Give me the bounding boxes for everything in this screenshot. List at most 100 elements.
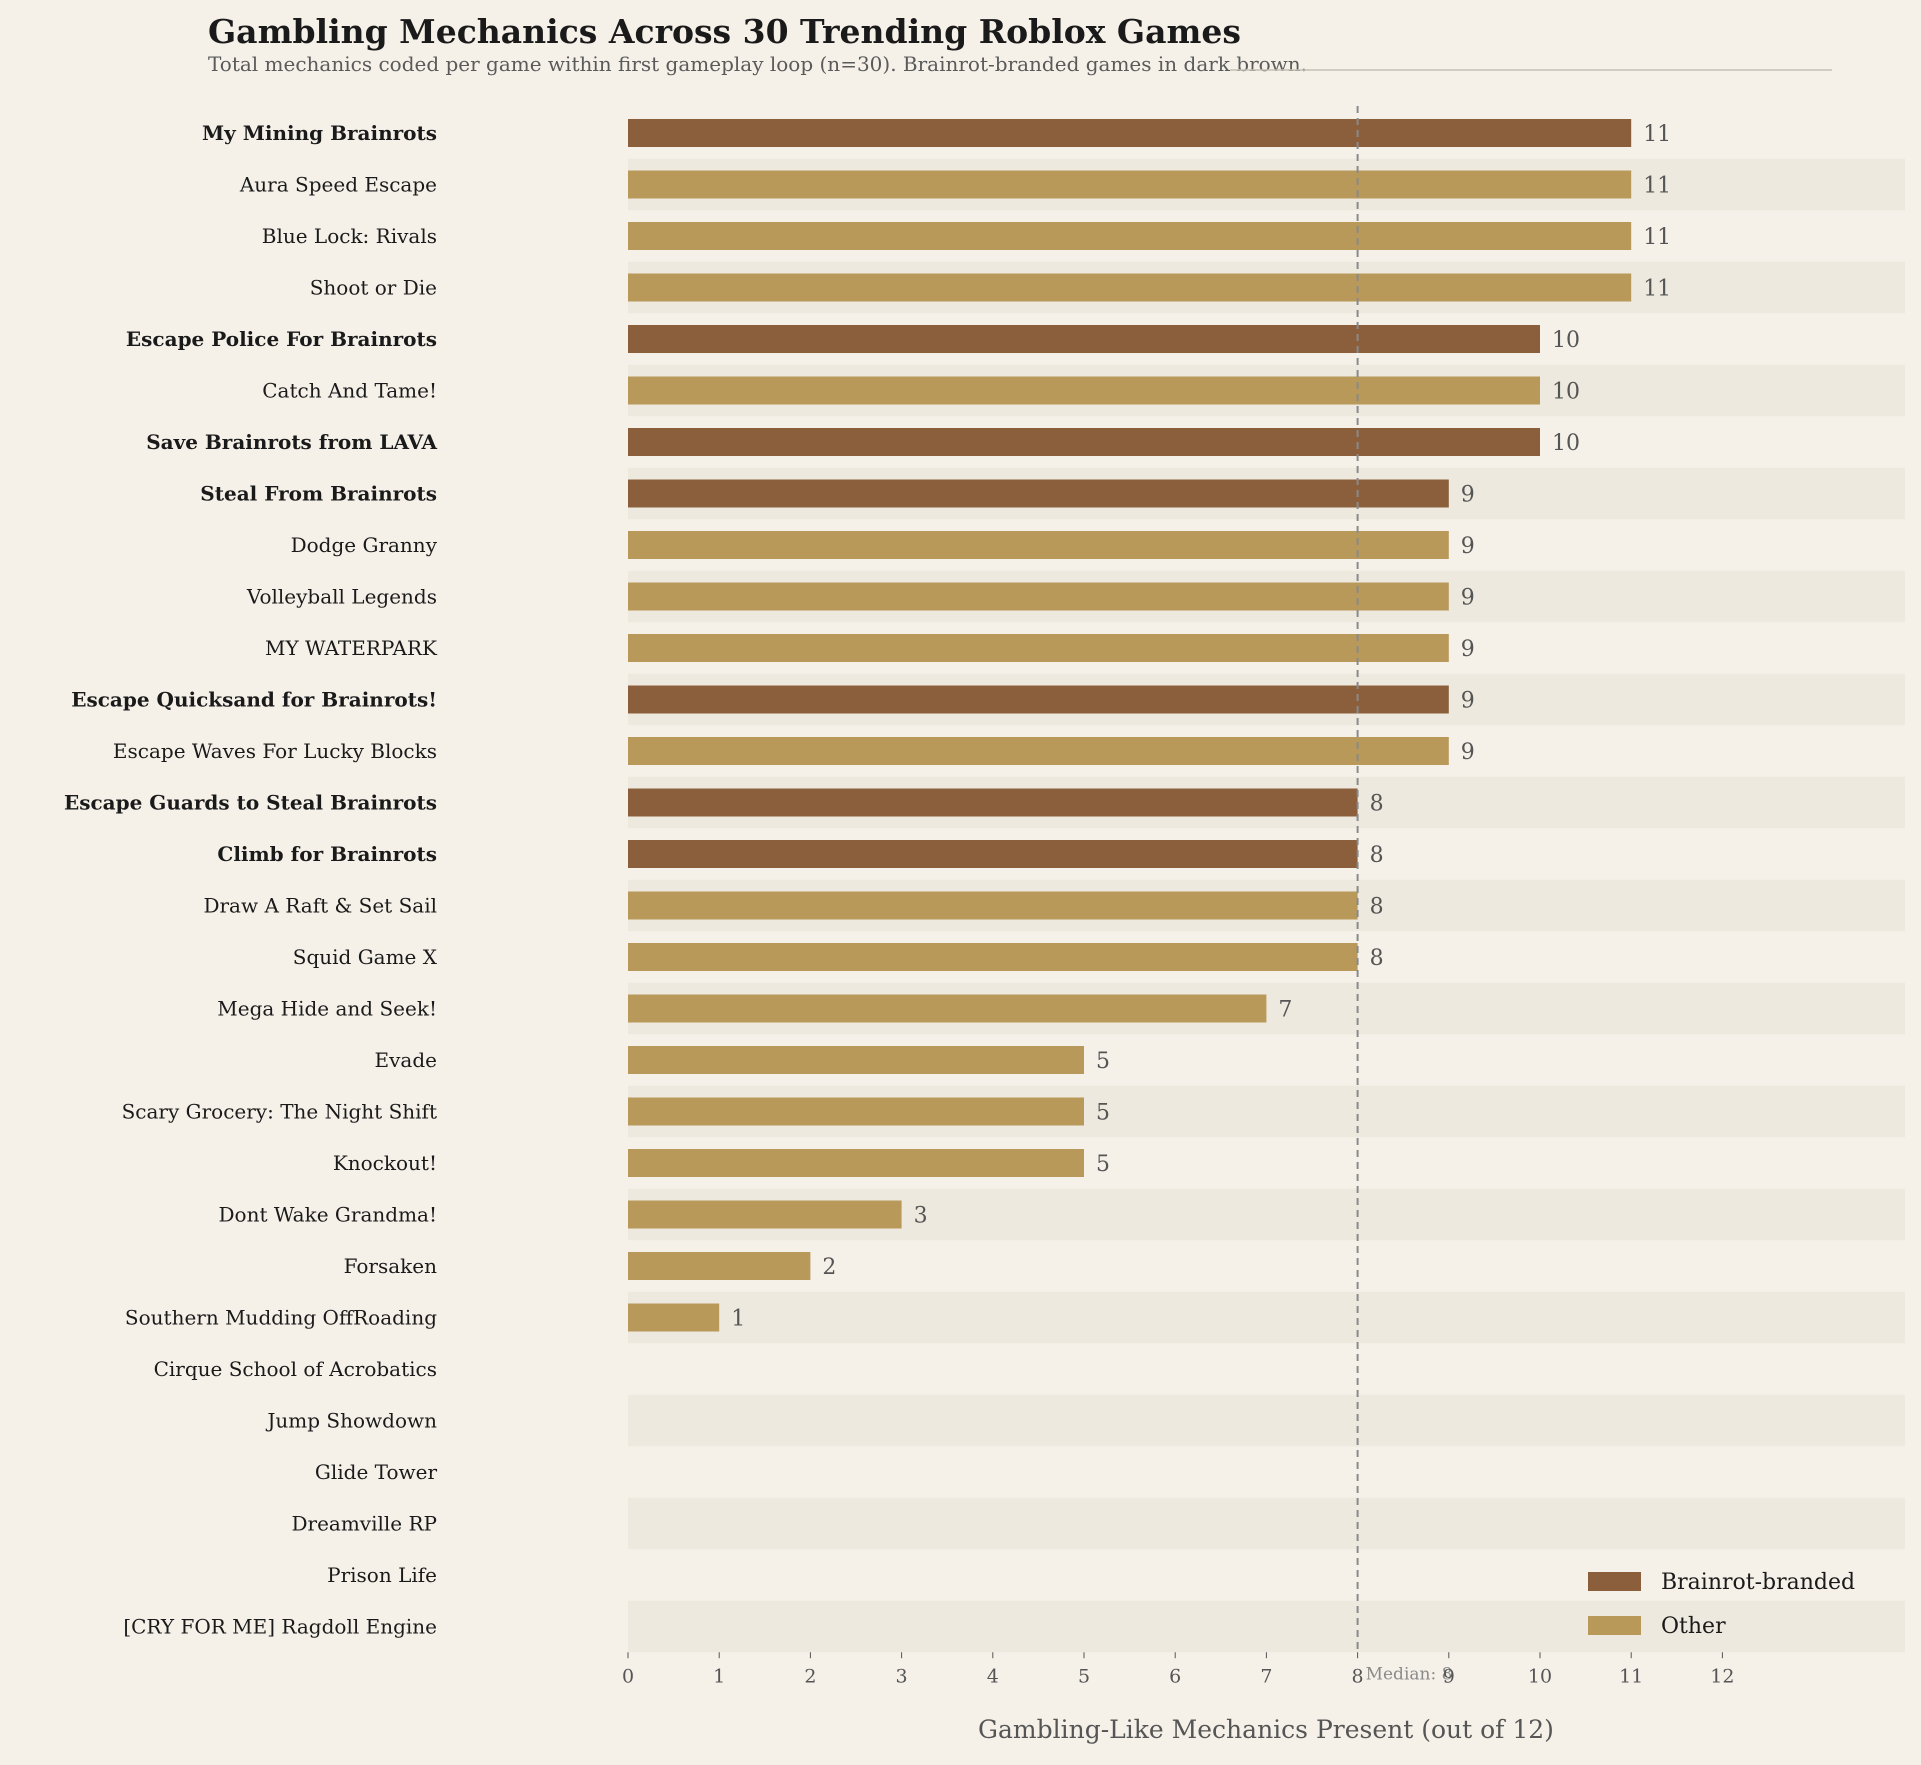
category-label-10: MY WATERPARK bbox=[265, 636, 438, 660]
category-labels-group: My Mining Brainrots Aura Speed Escape Blue… bbox=[64, 121, 438, 1639]
x-tick-label: 10 bbox=[1528, 1665, 1552, 1687]
x-axis-label: Gambling-Like Mechanics Present (out of … bbox=[978, 1715, 1554, 1744]
category-label-5: Catch And Tame! bbox=[262, 379, 437, 403]
category-label-4: Escape Police For Brainrots bbox=[126, 327, 437, 351]
value-label-17: 7 bbox=[1278, 998, 1292, 1023]
value-label-21: 3 bbox=[914, 1204, 928, 1229]
legend-label-1: Other bbox=[1661, 1614, 1726, 1639]
x-tick-label: 11 bbox=[1619, 1665, 1643, 1687]
legend: Brainrot-branded Other bbox=[1588, 1570, 1855, 1639]
value-label-2: 11 bbox=[1643, 225, 1671, 250]
bar-22 bbox=[628, 1252, 811, 1280]
x-tick-label: 0 bbox=[622, 1665, 634, 1687]
category-label-18: Evade bbox=[375, 1048, 437, 1072]
x-tick-label: 2 bbox=[804, 1665, 816, 1687]
x-axis: 0 1 2 3 4 5 6 7 8 9 10 11 12 bbox=[622, 1652, 1734, 1687]
value-label-19: 5 bbox=[1096, 1101, 1110, 1126]
value-label-12: 9 bbox=[1461, 740, 1475, 765]
bar-19 bbox=[628, 1097, 1084, 1126]
category-label-22: Forsaken bbox=[344, 1254, 438, 1278]
category-label-1: Aura Speed Escape bbox=[239, 173, 437, 197]
category-label-28: Prison Life bbox=[327, 1563, 437, 1587]
bar-14 bbox=[628, 840, 1358, 868]
category-label-26: Glide Tower bbox=[315, 1460, 438, 1484]
category-label-14: Climb for Brainrots bbox=[217, 842, 437, 866]
bar-17 bbox=[628, 994, 1267, 1023]
x-tick-label: 7 bbox=[1260, 1665, 1272, 1687]
value-label-1: 11 bbox=[1643, 174, 1671, 199]
category-label-0: My Mining Brainrots bbox=[202, 121, 437, 145]
category-label-24: Cirque School of Acrobatics bbox=[154, 1357, 437, 1381]
value-label-8: 9 bbox=[1461, 534, 1475, 559]
value-label-0: 11 bbox=[1643, 122, 1671, 147]
category-label-27: Dreamville RP bbox=[291, 1512, 437, 1536]
x-tick-label: 6 bbox=[1169, 1665, 1181, 1687]
value-label-7: 9 bbox=[1461, 483, 1475, 508]
category-label-13: Escape Guards to Steal Brainrots bbox=[64, 791, 437, 815]
value-label-5: 10 bbox=[1552, 380, 1580, 405]
value-label-4: 10 bbox=[1552, 328, 1580, 353]
row-stripe bbox=[628, 1291, 1905, 1344]
category-label-19: Scary Grocery: The Night Shift bbox=[122, 1100, 437, 1124]
bar-8 bbox=[628, 531, 1449, 559]
category-label-29: [CRY FOR ME] Ragdoll Engine bbox=[123, 1615, 437, 1639]
bar-13 bbox=[628, 788, 1358, 817]
category-label-15: Draw A Raft & Set Sail bbox=[203, 894, 437, 918]
chart-title: Gambling Mechanics Across 30 Trending Ro… bbox=[208, 12, 1241, 51]
bar-7 bbox=[628, 479, 1449, 508]
value-label-10: 9 bbox=[1461, 637, 1475, 662]
value-labels-group: 11 11 11 11 10 10 10 9 9 9 9 9 9 8 8 8 8 7 5 5 5 3 2 1 bbox=[731, 122, 1671, 1332]
row-stripe bbox=[628, 1497, 1905, 1550]
row-stripe bbox=[628, 1600, 1905, 1653]
legend-label-0: Brainrot-branded bbox=[1661, 1570, 1855, 1595]
bar-10 bbox=[628, 634, 1449, 662]
category-label-23: Southern Mudding OffRoading bbox=[125, 1306, 437, 1330]
value-label-15: 8 bbox=[1370, 895, 1384, 920]
value-label-18: 5 bbox=[1096, 1049, 1110, 1074]
chart-subtitle: Total mechanics coded per game within fi… bbox=[208, 52, 1307, 76]
bar-20 bbox=[628, 1149, 1084, 1177]
bar-1 bbox=[628, 170, 1632, 199]
x-tick-label: 1 bbox=[713, 1665, 725, 1687]
x-tick-label: 4 bbox=[987, 1665, 999, 1687]
value-label-11: 9 bbox=[1461, 689, 1475, 714]
value-label-22: 2 bbox=[822, 1255, 836, 1280]
bar-4 bbox=[628, 325, 1540, 353]
bar-16 bbox=[628, 943, 1358, 971]
category-label-21: Dont Wake Grandma! bbox=[219, 1203, 437, 1227]
category-label-3: Shoot or Die bbox=[310, 276, 437, 300]
bar-3 bbox=[628, 273, 1632, 302]
category-label-2: Blue Lock: Rivals bbox=[262, 224, 437, 248]
category-label-7: Steal From Brainrots bbox=[200, 482, 437, 506]
bar-21 bbox=[628, 1200, 902, 1229]
bar-15 bbox=[628, 891, 1358, 920]
value-label-14: 8 bbox=[1370, 843, 1384, 868]
category-label-17: Mega Hide and Seek! bbox=[217, 997, 437, 1021]
value-label-20: 5 bbox=[1096, 1152, 1110, 1177]
bar-18 bbox=[628, 1046, 1084, 1074]
category-label-20: Knockout! bbox=[333, 1151, 437, 1175]
median-group: Median: 8 bbox=[1356, 106, 1453, 1684]
x-tick-label: 8 bbox=[1352, 1665, 1364, 1687]
value-label-16: 8 bbox=[1370, 946, 1384, 971]
category-label-12: Escape Waves For Lucky Blocks bbox=[113, 739, 437, 763]
bar-9 bbox=[628, 582, 1449, 611]
category-label-16: Squid Game X bbox=[293, 945, 438, 969]
x-tick-label: 9 bbox=[1443, 1665, 1455, 1687]
median-label: Median: 8 bbox=[1366, 1664, 1453, 1684]
bar-6 bbox=[628, 428, 1540, 456]
value-label-3: 11 bbox=[1643, 277, 1671, 302]
legend-swatch-1 bbox=[1588, 1616, 1641, 1635]
bar-0 bbox=[628, 119, 1632, 147]
value-label-13: 8 bbox=[1370, 792, 1384, 817]
bar-12 bbox=[628, 737, 1449, 765]
bar-5 bbox=[628, 376, 1540, 405]
category-label-6: Save Brainrots from LAVA bbox=[146, 430, 437, 454]
value-label-9: 9 bbox=[1461, 586, 1475, 611]
category-label-25: Jump Showdown bbox=[265, 1409, 437, 1433]
legend-swatch-0 bbox=[1588, 1572, 1641, 1591]
category-label-11: Escape Quicksand for Brainrots! bbox=[71, 688, 437, 712]
bar-23 bbox=[628, 1303, 720, 1332]
